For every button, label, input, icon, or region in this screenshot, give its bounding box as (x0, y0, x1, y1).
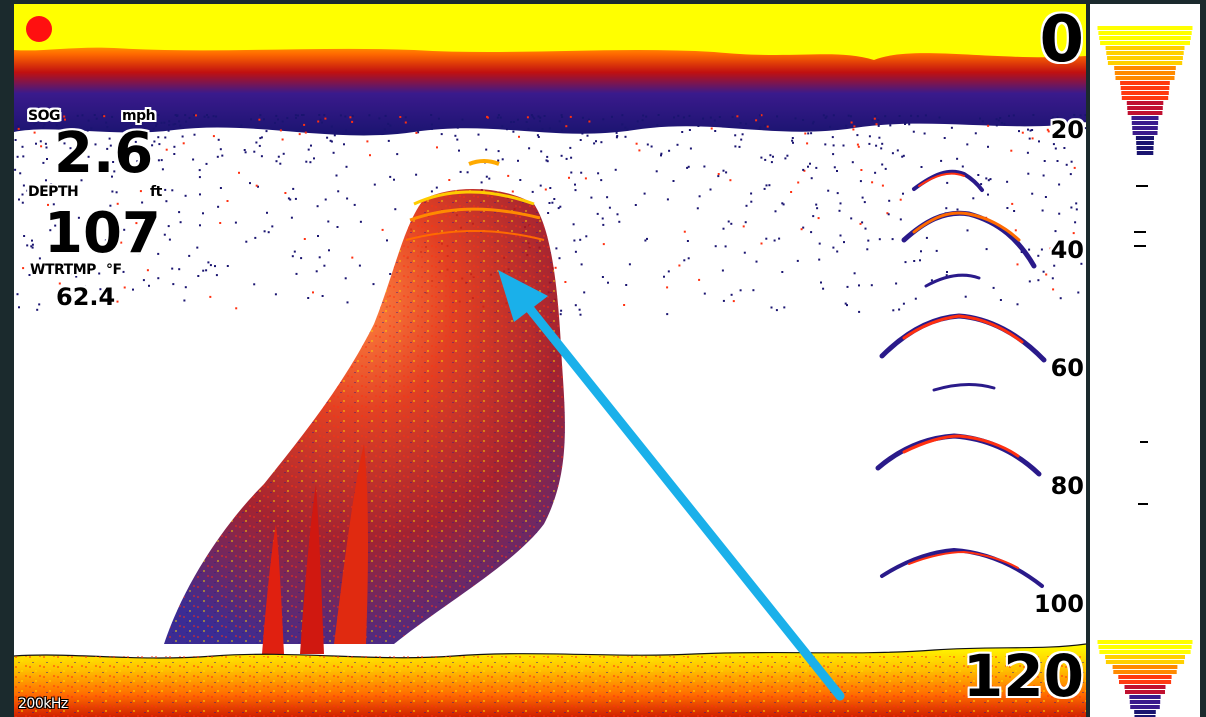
depth-value: 107 (44, 201, 161, 266)
depth-scale-bottom: 120 (962, 642, 1084, 710)
depth-tick-100: 100 (1033, 590, 1084, 618)
depth-scale-top: 0 (1039, 4, 1084, 77)
depth-tick-40: 40 (1050, 236, 1084, 264)
flasher-surface-return (1097, 26, 1193, 155)
depth-label: DEPTH (28, 184, 79, 200)
record-indicator-icon (26, 16, 52, 42)
annotation-arrow (498, 270, 845, 701)
depth-tick-80: 80 (1050, 472, 1084, 500)
sog-value: 2.6 (54, 121, 154, 186)
depth-tick-60: 60 (1050, 354, 1084, 382)
flasher-graphic (1097, 26, 1193, 717)
sog-unit: mph (122, 108, 156, 124)
flasher-midwater-marks (1134, 185, 1148, 505)
flasher-bottom-return (1097, 640, 1193, 717)
water-temp-unit: °F (106, 262, 122, 278)
frequency-label: 200kHz (18, 696, 68, 712)
arch-returns (875, 169, 1047, 588)
fish-school (164, 159, 565, 654)
sog-label: SOG (28, 108, 60, 124)
flasher-column (1090, 4, 1200, 717)
sonar-echo-canvas (14, 4, 1086, 717)
water-temp-value: 62.4 (56, 283, 116, 311)
depth-unit: ft (150, 184, 162, 200)
water-temp-label: WTRTMP (30, 262, 96, 278)
depth-tick-20: 20 (1050, 116, 1084, 144)
sonar-chart-view[interactable]: SOG mph 2.6 DEPTH ft 107 WTRTMP °F 62.4 … (14, 4, 1086, 717)
